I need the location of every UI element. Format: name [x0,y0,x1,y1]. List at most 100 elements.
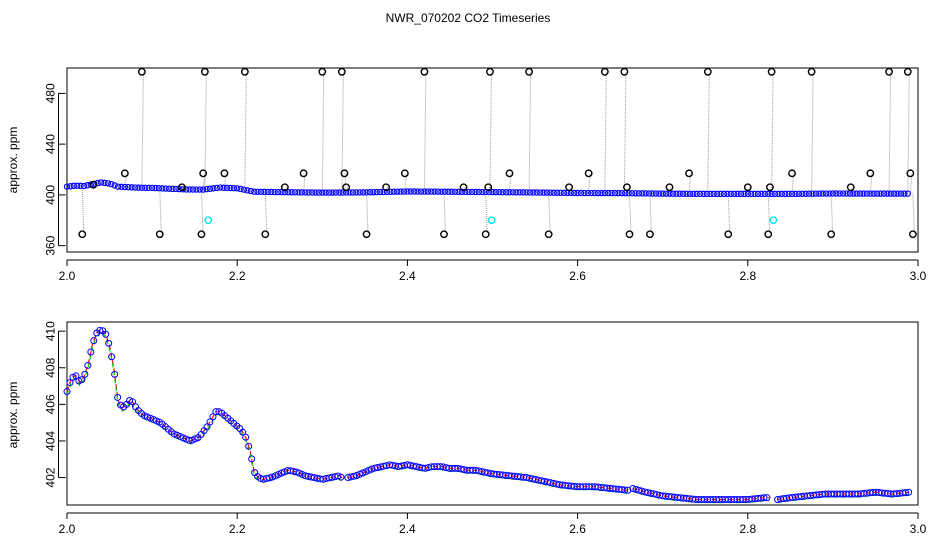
outlier-point [199,169,208,178]
outlier-point [382,183,391,192]
outlier-point [685,169,693,178]
outlier-point [620,67,629,76]
baseline-point [720,190,728,198]
outlier-point [544,230,553,239]
bottom-point [337,473,345,481]
outlier-connector [244,71,247,190]
baseline-point [230,184,237,192]
outlier-point [903,67,912,76]
outlier-connector [649,193,652,235]
baseline-point [424,188,432,195]
outlier-point [400,169,409,178]
figure-title: NWR_070202 CO2 Timeseries [386,11,551,25]
baseline-point [162,185,169,192]
bottom-point [203,423,211,431]
baseline-point [867,190,874,197]
baseline-point [118,183,125,191]
baseline-point [142,184,149,191]
baseline-point [581,189,588,197]
baseline-point [652,190,660,197]
baseline-point [199,186,207,193]
baseline-point [635,190,643,197]
baseline-point [193,186,200,193]
baseline-point [244,187,251,194]
baseline-point [737,190,745,198]
baseline-point [812,190,820,197]
outlier-point [261,230,270,239]
baseline-point [601,189,609,197]
outlier-point [600,67,609,76]
outlier-point [440,230,448,239]
baseline-point [744,190,752,198]
baseline-point [778,190,786,198]
baseline-point [516,189,523,196]
baseline-point [594,189,602,197]
outlier-point [337,67,346,76]
baseline-point [853,190,860,197]
bottom-point [266,474,274,482]
top-x-tick-label: 2.2 [229,269,246,283]
outlier-point [481,230,490,239]
outlier-connector [81,185,85,235]
baseline-point [148,184,156,192]
baseline-point [227,184,234,192]
outlier-connector [623,71,627,194]
baseline-point [795,190,803,198]
outlier-point [807,67,816,76]
baseline-point [761,190,769,198]
baseline-point [438,188,445,195]
top-y-tick-label: 480 [44,83,58,103]
baseline-point [550,189,557,196]
baseline-point [359,189,367,196]
baseline-point [472,188,479,196]
baseline-point [574,189,581,197]
baseline-point [788,190,796,198]
outlier-point [220,169,229,178]
outlier-point [200,67,209,76]
baseline-point [233,185,241,192]
baseline-point [332,189,340,196]
baseline-point [308,189,316,196]
baseline-point [543,189,551,196]
baseline-point [843,190,850,197]
baseline-point [730,190,738,198]
baseline-point [588,189,595,197]
outlier-point [78,230,87,239]
baseline-point [618,189,626,197]
baseline-point [904,190,911,197]
baseline-point [111,182,118,189]
baseline-point [792,190,799,198]
baseline-point [877,190,884,197]
outlier-point [177,183,186,192]
bottom-point [245,442,253,450]
baseline-point [411,188,418,195]
bottom-point [242,433,250,441]
bottom-x-tick-label: 2.2 [229,522,246,536]
baseline-point [271,188,278,196]
outlier-connector [727,193,731,235]
baseline-point [492,188,500,196]
outlier-point [885,67,893,76]
baseline-point [608,189,615,197]
outlier-connector [141,71,144,188]
baseline-point [873,190,881,197]
flagged-point [487,216,496,225]
baseline-point [639,190,646,197]
outlier-point [846,183,855,192]
baseline-point [751,190,758,198]
outlier-connector [791,173,795,194]
baseline-point [802,190,809,197]
top-panel: approx. ppm 2.0 2.2 2.4 2.6 2.8 3.0 360 400 440 4… [6,67,927,283]
baseline-point [428,188,435,195]
baseline-point [376,188,384,196]
baseline-point [125,183,132,191]
top-y-tick-label: 360 [44,235,58,255]
bottom-point [90,337,98,345]
baseline-point [887,190,894,197]
baseline-point [138,184,146,191]
baseline-point [557,189,564,196]
outlier-point [484,183,493,192]
baseline-point [455,188,462,196]
baseline-point [325,189,333,196]
baseline-point [339,189,346,196]
